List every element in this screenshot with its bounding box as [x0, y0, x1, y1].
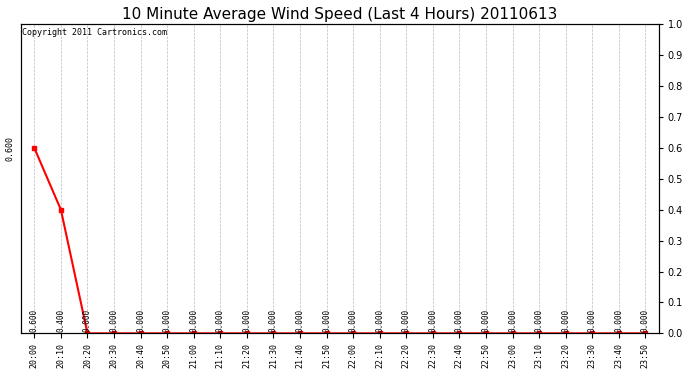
Text: 0.000: 0.000 [535, 309, 544, 332]
Text: 0.000: 0.000 [641, 309, 650, 332]
Text: 0.000: 0.000 [375, 309, 384, 332]
Text: 0.000: 0.000 [455, 309, 464, 332]
Text: 0.000: 0.000 [189, 309, 198, 332]
Text: 0.600: 0.600 [5, 135, 14, 160]
Text: 0.000: 0.000 [163, 309, 172, 332]
Text: 0.000: 0.000 [295, 309, 304, 332]
Text: 0.000: 0.000 [348, 309, 357, 332]
Text: 0.000: 0.000 [482, 309, 491, 332]
Text: 0.000: 0.000 [402, 309, 411, 332]
Text: 0.400: 0.400 [57, 309, 66, 332]
Text: 0.000: 0.000 [614, 309, 623, 332]
Text: 0.000: 0.000 [216, 309, 225, 332]
Text: 0.000: 0.000 [588, 309, 597, 332]
Text: 0.000: 0.000 [322, 309, 331, 332]
Title: 10 Minute Average Wind Speed (Last 4 Hours) 20110613: 10 Minute Average Wind Speed (Last 4 Hou… [122, 7, 558, 22]
Text: 0.000: 0.000 [136, 309, 145, 332]
Text: Copyright 2011 Cartronics.com: Copyright 2011 Cartronics.com [22, 28, 168, 37]
Text: 0.000: 0.000 [242, 309, 251, 332]
Text: 0.000: 0.000 [83, 309, 92, 332]
Text: 0.000: 0.000 [269, 309, 278, 332]
Text: 0.000: 0.000 [428, 309, 437, 332]
Text: 0.000: 0.000 [110, 309, 119, 332]
Text: 0.600: 0.600 [30, 309, 39, 332]
Text: 0.000: 0.000 [561, 309, 570, 332]
Text: 0.000: 0.000 [508, 309, 517, 332]
